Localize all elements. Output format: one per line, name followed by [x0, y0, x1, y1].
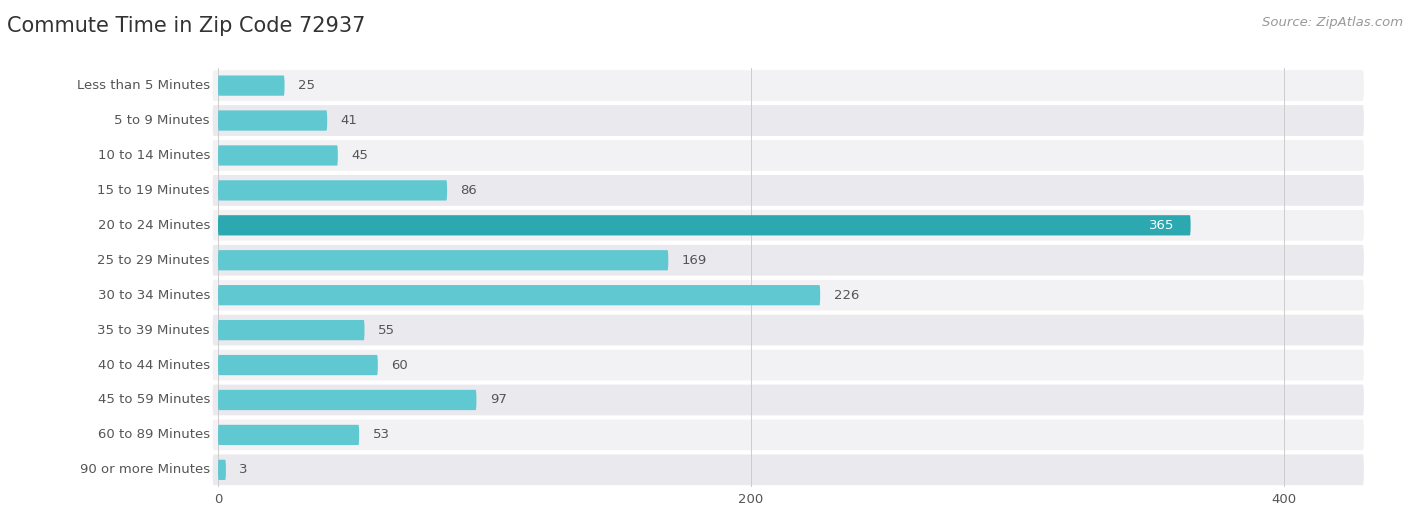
FancyBboxPatch shape — [218, 320, 364, 340]
Text: 40 to 44 Minutes: 40 to 44 Minutes — [98, 358, 209, 372]
FancyBboxPatch shape — [218, 215, 1191, 235]
Text: 226: 226 — [834, 289, 859, 302]
Text: 45 to 59 Minutes: 45 to 59 Minutes — [97, 394, 209, 407]
FancyBboxPatch shape — [218, 425, 359, 445]
FancyBboxPatch shape — [212, 105, 1364, 136]
Text: 41: 41 — [340, 114, 357, 127]
FancyBboxPatch shape — [212, 315, 1364, 345]
Text: 5 to 9 Minutes: 5 to 9 Minutes — [114, 114, 209, 127]
Text: Source: ZipAtlas.com: Source: ZipAtlas.com — [1263, 16, 1403, 29]
Text: 45: 45 — [352, 149, 368, 162]
FancyBboxPatch shape — [212, 385, 1364, 416]
FancyBboxPatch shape — [218, 390, 477, 410]
FancyBboxPatch shape — [212, 175, 1364, 206]
Text: 86: 86 — [460, 184, 477, 197]
FancyBboxPatch shape — [212, 280, 1364, 311]
FancyBboxPatch shape — [212, 350, 1364, 380]
FancyBboxPatch shape — [212, 70, 1364, 101]
Text: 169: 169 — [682, 254, 707, 267]
Text: 25 to 29 Minutes: 25 to 29 Minutes — [97, 254, 209, 267]
FancyBboxPatch shape — [218, 180, 447, 201]
FancyBboxPatch shape — [218, 75, 284, 96]
Text: 365: 365 — [1149, 219, 1174, 232]
Text: 25: 25 — [298, 79, 315, 92]
FancyBboxPatch shape — [218, 145, 337, 166]
Text: 90 or more Minutes: 90 or more Minutes — [80, 463, 209, 476]
Text: 35 to 39 Minutes: 35 to 39 Minutes — [97, 324, 209, 336]
Text: 53: 53 — [373, 429, 389, 441]
Text: 30 to 34 Minutes: 30 to 34 Minutes — [97, 289, 209, 302]
FancyBboxPatch shape — [212, 210, 1364, 241]
FancyBboxPatch shape — [212, 245, 1364, 276]
FancyBboxPatch shape — [218, 460, 226, 480]
Text: 20 to 24 Minutes: 20 to 24 Minutes — [97, 219, 209, 232]
FancyBboxPatch shape — [218, 355, 378, 375]
Text: 55: 55 — [378, 324, 395, 336]
FancyBboxPatch shape — [218, 250, 668, 270]
FancyBboxPatch shape — [212, 140, 1364, 171]
Text: Commute Time in Zip Code 72937: Commute Time in Zip Code 72937 — [7, 16, 366, 36]
Text: 97: 97 — [489, 394, 506, 407]
Text: 60 to 89 Minutes: 60 to 89 Minutes — [98, 429, 209, 441]
Text: Less than 5 Minutes: Less than 5 Minutes — [77, 79, 209, 92]
FancyBboxPatch shape — [212, 454, 1364, 485]
Text: 3: 3 — [239, 463, 247, 476]
FancyBboxPatch shape — [218, 285, 820, 305]
Text: 15 to 19 Minutes: 15 to 19 Minutes — [97, 184, 209, 197]
Text: 60: 60 — [391, 358, 408, 372]
FancyBboxPatch shape — [212, 420, 1364, 450]
FancyBboxPatch shape — [218, 111, 328, 130]
Text: 10 to 14 Minutes: 10 to 14 Minutes — [97, 149, 209, 162]
